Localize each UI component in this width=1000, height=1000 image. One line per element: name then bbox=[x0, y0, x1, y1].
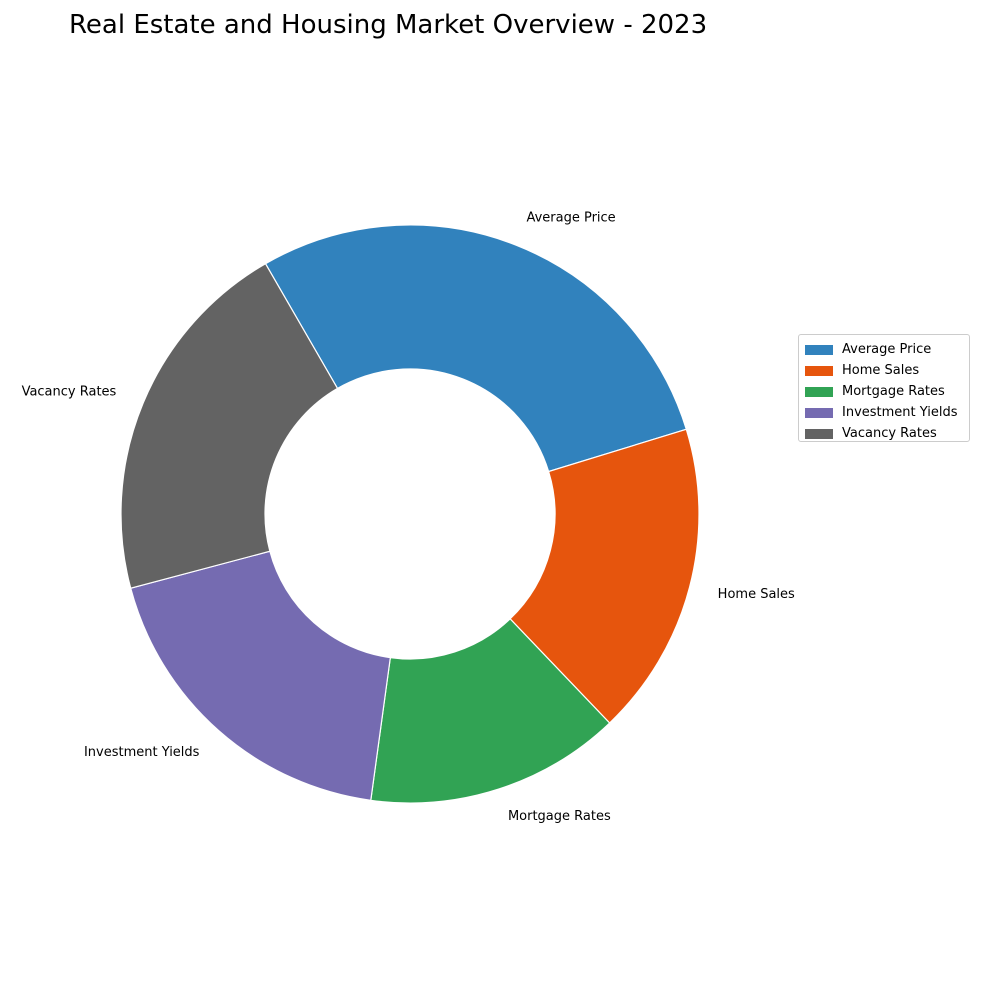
slice-mortgage-rates bbox=[370, 618, 611, 804]
slice-vacancy-rates bbox=[120, 262, 339, 589]
legend-item-mortgage-rates: Mortgage Rates bbox=[805, 381, 969, 402]
legend-item-vacancy-rates: Vacancy Rates bbox=[805, 423, 969, 444]
slice-investment-yields bbox=[129, 550, 391, 802]
slice-label-home-sales: Home Sales bbox=[718, 587, 795, 602]
legend-swatch bbox=[805, 344, 833, 355]
legend-label: Average Price bbox=[842, 342, 932, 357]
slice-home-sales bbox=[509, 428, 700, 724]
legend-item-investment-yields: Investment Yields bbox=[805, 402, 969, 423]
legend-swatch bbox=[805, 365, 833, 376]
legend-swatch bbox=[805, 428, 833, 439]
slice-label-investment-yields: Investment Yields bbox=[84, 745, 200, 760]
legend-swatch bbox=[805, 407, 833, 418]
slice-label-vacancy-rates: Vacancy Rates bbox=[22, 384, 117, 399]
legend-label: Investment Yields bbox=[842, 405, 958, 420]
legend-item-home-sales: Home Sales bbox=[805, 360, 969, 381]
slice-label-mortgage-rates: Mortgage Rates bbox=[508, 809, 611, 824]
slice-average-price bbox=[264, 224, 688, 473]
legend: Average Price Home Sales Mortgage Rates Inv… bbox=[798, 334, 970, 442]
legend-item-average-price: Average Price bbox=[805, 339, 969, 360]
legend-swatch bbox=[805, 386, 833, 397]
legend-label: Mortgage Rates bbox=[842, 384, 945, 399]
legend-label: Vacancy Rates bbox=[842, 426, 937, 441]
legend-label: Home Sales bbox=[842, 363, 920, 378]
slice-label-average-price: Average Price bbox=[526, 211, 615, 226]
chart-title: Real Estate and Housing Market Overview … bbox=[69, 10, 708, 40]
